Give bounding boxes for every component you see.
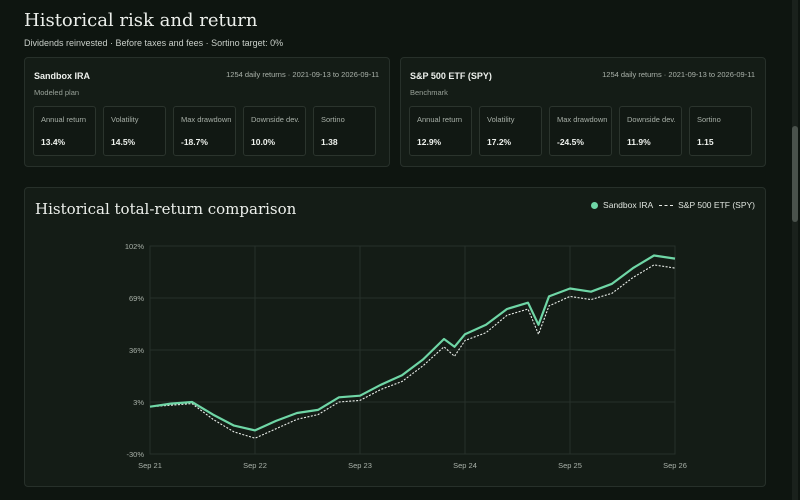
chart-legend: Sandbox IRA S&P 500 ETF (SPY) <box>591 200 755 210</box>
card-name: S&P 500 ETF (SPY) <box>410 71 492 81</box>
legend-dash-icon <box>659 204 674 206</box>
x-tick-label: Sep 22 <box>243 461 267 470</box>
legend-label: S&P 500 ETF (SPY) <box>678 200 755 210</box>
line-chart: 102% 69% 36% 3% -30% Sep 21 Sep 22 Sep 23 Sep 24… <box>125 242 687 470</box>
x-tick-label: Sep 26 <box>663 461 687 470</box>
spy-benchmark-card: S&P 500 ETF (SPY) Benchmark 1254 daily r… <box>400 57 766 167</box>
scrollbar-thumb[interactable] <box>792 126 798 222</box>
metric-sortino: Sortino 1.38 <box>313 106 376 156</box>
metric-sortino: Sortino 1.15 <box>689 106 752 156</box>
page-title: Historical risk and return <box>24 10 258 31</box>
card-role: Modeled plan <box>34 88 80 97</box>
legend-label: Sandbox IRA <box>603 200 654 210</box>
metric-downside-dev: Downside dev. 10.0% <box>243 106 306 156</box>
page-scrollbar[interactable] <box>792 0 798 500</box>
series-line-sandbox-ira <box>149 254 676 432</box>
card-period: 1254 daily returns · 2021-09-13 to 2026-… <box>602 70 755 79</box>
x-tick-label: Sep 21 <box>138 461 162 470</box>
legend-dot-icon <box>591 201 599 209</box>
legend-item-spy[interactable]: S&P 500 ETF (SPY) <box>659 200 755 210</box>
y-tick-label: 102% <box>125 242 145 251</box>
metric-volatility: Volatility 14.5% <box>103 106 166 156</box>
card-name: Sandbox IRA <box>34 71 91 81</box>
y-tick-label: 69% <box>129 294 144 303</box>
chart-title: Historical total-return comparison <box>35 200 297 218</box>
metric-downside-dev: Downside dev. 11.9% <box>619 106 682 156</box>
page-subtitle: Dividends reinvested · Before taxes and … <box>24 38 284 48</box>
sandbox-ira-card: Sandbox IRA Modeled plan 1254 daily retu… <box>24 57 390 167</box>
metric-annual-return: Annual return 12.9% <box>409 106 472 156</box>
metric-max-drawdown: Max drawdown -24.5% <box>549 106 612 156</box>
y-tick-label: 36% <box>129 346 144 355</box>
x-tick-label: Sep 24 <box>453 461 477 470</box>
metric-volatility: Volatility 17.2% <box>479 106 542 156</box>
y-tick-label: 3% <box>133 398 144 407</box>
legend-item-sandbox[interactable]: Sandbox IRA <box>591 200 653 210</box>
y-tick-label: -30% <box>126 450 144 459</box>
metric-max-drawdown: Max drawdown -18.7% <box>173 106 236 156</box>
total-return-chart-card: Historical total-return comparison Sandb… <box>24 187 766 487</box>
card-period: 1254 daily returns · 2021-09-13 to 2026-… <box>226 70 379 79</box>
card-role: Benchmark <box>410 88 448 97</box>
x-tick-label: Sep 23 <box>348 461 372 470</box>
metric-annual-return: Annual return 13.4% <box>33 106 96 156</box>
x-tick-label: Sep 25 <box>558 461 582 470</box>
